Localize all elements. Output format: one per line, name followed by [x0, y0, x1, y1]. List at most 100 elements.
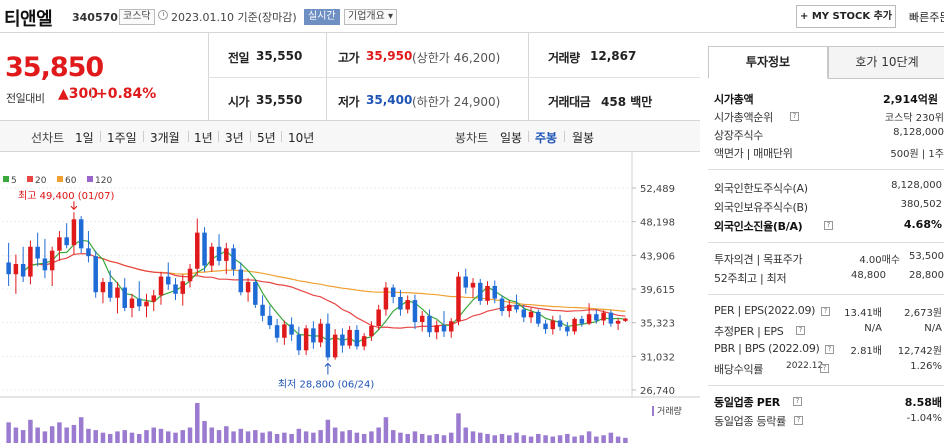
chart-volume-bar — [361, 433, 367, 443]
chart-candle-body — [6, 262, 11, 275]
chart-volume-bar — [369, 431, 374, 443]
help-icon[interactable]: ? — [821, 307, 830, 316]
chart-candle-body — [158, 276, 164, 296]
help-icon[interactable]: ? — [820, 364, 829, 373]
eps-value: 2,673원 — [904, 308, 942, 319]
tab-5y[interactable]: 5년 — [257, 131, 276, 145]
invest-info-panel: 투자정보 호가 10단계 시가총액 2,914억원 시가총액순위 ? 코스닥 2… — [708, 46, 944, 443]
est-per-value: N/A — [864, 323, 882, 334]
chart-candle-body — [623, 318, 628, 321]
chart-volume-bar — [528, 436, 534, 443]
chart-candle-body — [245, 282, 251, 293]
chart-tick-label: 52,489 — [640, 184, 675, 195]
tab-invest-info[interactable]: 투자정보 — [708, 46, 828, 79]
amount-label: 거래대금 — [548, 95, 591, 109]
chart-candle-body — [543, 323, 548, 330]
chart-volume-bar — [245, 431, 251, 443]
market-cap-row: 시가총액 2,914억원 — [708, 91, 944, 109]
chart-volume-bar — [485, 433, 490, 443]
tab-1y[interactable]: 1년 — [194, 131, 213, 145]
chart-volume-bar — [623, 437, 628, 443]
chart-volume-bar — [565, 433, 570, 443]
chart-candle-body — [253, 282, 258, 305]
tab-10y[interactable]: 10년 — [288, 131, 315, 145]
chart-volume-bar — [151, 427, 156, 443]
tab-divider — [100, 131, 101, 142]
chart-candle-body — [311, 328, 316, 343]
chart-high-annotation: 최고 49,400 (01/07) — [18, 190, 114, 202]
chart-volume-bar — [20, 430, 26, 443]
chart-candle-body — [267, 315, 273, 326]
help-icon[interactable]: ? — [794, 416, 803, 425]
add-mystock-button[interactable]: + MY STOCK 추가 — [796, 5, 896, 28]
price-chart[interactable]: 52,489 48,198 43,906 39,615 35,323 31,032 26,7… — [0, 152, 700, 443]
tab-hoga[interactable]: 호가 10단계 — [828, 46, 944, 79]
tab-1d[interactable]: 1일 — [75, 131, 94, 145]
quick-order-link[interactable]: 빠른주문 — [909, 11, 944, 24]
opinion-label: 투자의견 | 목표주가 — [714, 253, 803, 266]
est-per-label: 추정PER | EPS — [714, 325, 784, 338]
chart-volume-bar — [158, 428, 164, 443]
stock-code: 340570 — [72, 11, 118, 24]
chart-candle-body — [485, 285, 490, 301]
chart-candle-body — [289, 324, 294, 335]
est-per-row: 추정PER | EPS ? N/A N/A — [708, 323, 944, 341]
chart-volume-bar — [405, 433, 410, 443]
chart-volume-bar — [347, 430, 352, 443]
tab-3m[interactable]: 3개월 — [150, 131, 180, 145]
tab-monthly[interactable]: 월봉 — [572, 131, 595, 145]
chart-candle-body — [78, 219, 84, 249]
chart-candle-body — [122, 287, 127, 308]
chart-volume-bar — [231, 431, 236, 443]
chart-low-arrow — [324, 362, 332, 375]
help-icon[interactable]: ? — [793, 397, 802, 406]
chart-volume-bar — [478, 432, 483, 443]
foreign-limit-value: 8,128,000 — [891, 180, 942, 191]
chart-candle-body — [528, 311, 534, 318]
chart-candle-body — [615, 320, 621, 324]
tab-weekly[interactable]: 주봉 — [535, 131, 558, 145]
chart-candle-body — [376, 309, 381, 326]
chart-volume-bar — [28, 419, 33, 443]
week52-label: 52주최고 | 최저 — [714, 272, 787, 285]
chart-volume-bar — [615, 436, 621, 443]
chart-volume-bar — [332, 427, 338, 443]
company-info-dropdown[interactable]: 기업개요 ▾ — [344, 9, 397, 25]
chart-candle-body — [209, 246, 215, 266]
chart-legend-swatch — [3, 176, 9, 182]
chart-candle-body — [136, 298, 142, 307]
chart-candle-body — [71, 219, 77, 246]
foreign-hold-value: 380,502 — [900, 199, 942, 210]
volume-value: 12,867 — [590, 49, 637, 63]
chart-volume-bar — [267, 431, 273, 443]
help-icon[interactable]: ? — [796, 326, 805, 335]
chart-candle-body — [572, 318, 577, 332]
chart-candle-body — [202, 232, 207, 266]
chart-candle-body — [260, 304, 265, 316]
chart-candle-body — [608, 312, 614, 324]
chart-candle-body — [390, 287, 396, 297]
tab-3y[interactable]: 3년 — [225, 131, 244, 145]
chart-volume-bar — [340, 431, 345, 443]
chart-volume-swatch — [652, 406, 654, 416]
tab-1w[interactable]: 1주일 — [107, 131, 137, 145]
chart-candle-body — [64, 237, 69, 246]
help-icon[interactable]: ? — [790, 112, 799, 121]
candle-chart-label: 봉차트 — [455, 131, 489, 145]
chart-volume-bar — [296, 428, 302, 443]
change-value: ▲300 — [58, 86, 98, 102]
tab-daily[interactable]: 일봉 — [500, 131, 523, 145]
chart-volume-bar — [187, 427, 193, 443]
help-icon[interactable]: ? — [824, 221, 833, 230]
chart-candle-body — [187, 268, 193, 282]
chart-volume-bar — [129, 432, 135, 443]
chart-candle-body — [514, 304, 519, 310]
per-label: PER | EPS(2022.09) — [714, 304, 816, 317]
realtime-badge[interactable]: 실시간 — [304, 9, 340, 25]
chart-volume-bar — [35, 427, 40, 443]
sector-change-label: 동일업종 등락률 — [714, 415, 786, 428]
volume-label: 거래량 — [548, 51, 580, 65]
sector-per-value: 8.58배 — [904, 396, 942, 409]
help-icon[interactable]: ? — [825, 345, 834, 354]
tab-divider — [564, 131, 565, 142]
